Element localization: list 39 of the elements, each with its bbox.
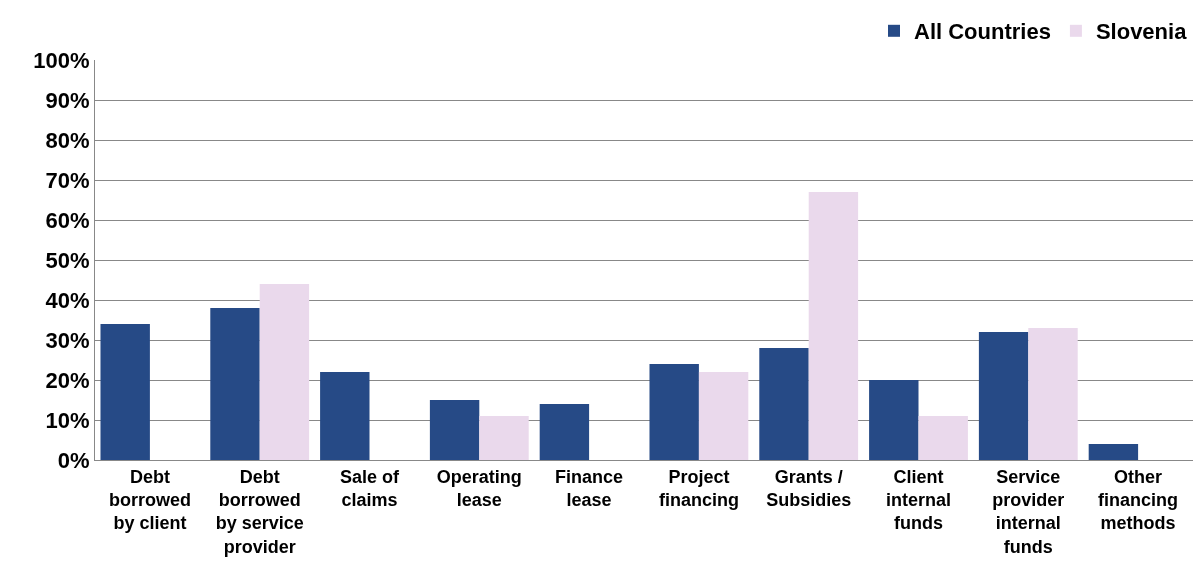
y-tick-label: 0% [57, 447, 90, 473]
bar [759, 348, 809, 460]
bar [978, 332, 1029, 460]
x-tick-label: Project financing [658, 466, 739, 510]
bar [100, 324, 150, 460]
bar [259, 284, 310, 460]
y-tick-label: 100% [33, 47, 90, 73]
x-tick-label: Finance lease [555, 466, 624, 510]
y-tick-label: 10% [45, 407, 90, 433]
x-tick-label: Grants / Subsidies [766, 466, 852, 510]
x-tick-label: Debt borrowed by client [108, 466, 191, 534]
y-tick-label: 30% [45, 327, 90, 353]
bar [698, 372, 749, 460]
x-tick-label: Other financing methods [1098, 466, 1179, 534]
bar [918, 416, 968, 460]
bar [429, 400, 480, 460]
y-tick-label: 40% [45, 287, 90, 313]
bar [539, 404, 590, 460]
y-tick-label: 20% [45, 367, 90, 393]
y-tick-label: 50% [45, 247, 90, 273]
bar [649, 364, 699, 460]
legend-label: Slovenia [1095, 19, 1188, 45]
bar [869, 380, 919, 460]
y-tick-label: 80% [45, 127, 90, 153]
bar [320, 372, 370, 460]
x-tick-label: Operating lease [436, 466, 522, 510]
bar [1028, 328, 1078, 460]
y-tick-label: 90% [45, 87, 90, 113]
x-tick-label: Sale of claims [339, 466, 401, 510]
legend-label: All Countries [914, 19, 1051, 45]
bar [210, 308, 260, 460]
y-tick-label: 60% [45, 207, 90, 233]
bar [479, 416, 529, 460]
bar [808, 192, 859, 460]
x-tick-label: Client internal funds [885, 466, 952, 534]
bar [1088, 444, 1139, 460]
x-tick-label: Service provider internal funds [992, 466, 1065, 557]
y-tick-label: 70% [45, 167, 90, 193]
x-tick-label: Debt borrowed by service provider [215, 466, 304, 557]
